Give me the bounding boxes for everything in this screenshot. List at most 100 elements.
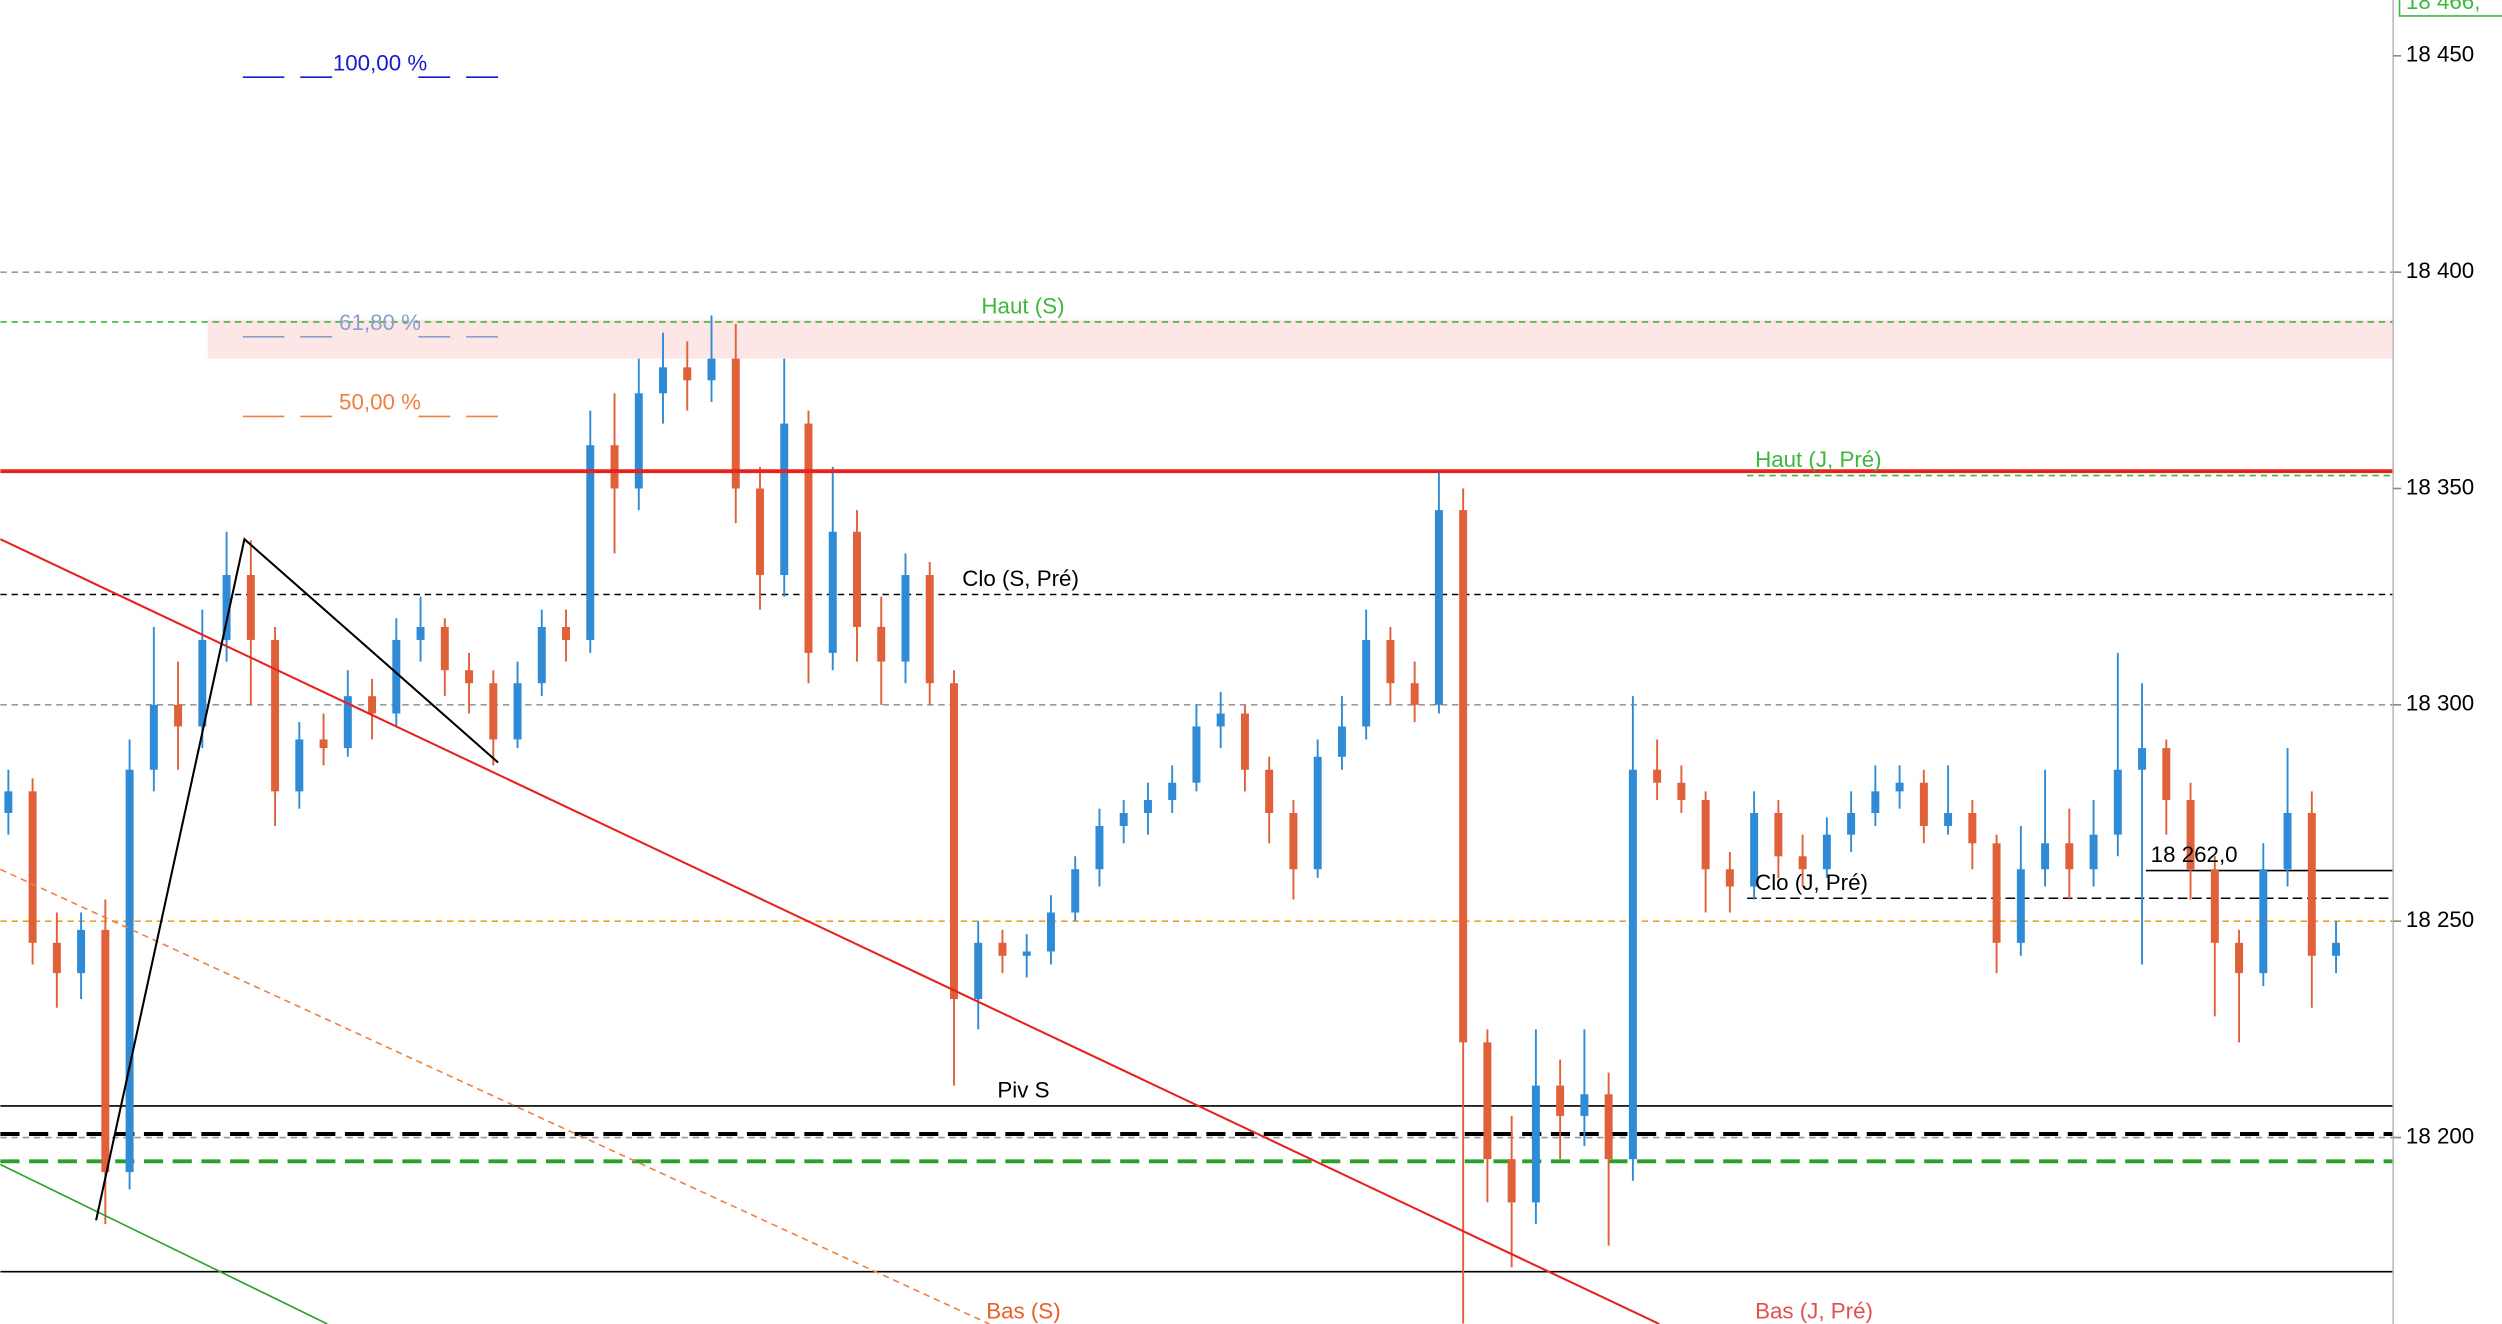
candle-body [1701, 800, 1710, 870]
candle-body [2089, 834, 2098, 870]
annotation: Bas (J, Pré) [1755, 1299, 1873, 1324]
candle-body [77, 929, 86, 974]
candle-body [1313, 756, 1322, 870]
candle-body [1822, 834, 1831, 870]
axis-labels: 18 450 18 400 18 350 18 300 18 250 18 200 [2393, 42, 2474, 1148]
candle-body [1847, 813, 1856, 835]
candle-body [222, 575, 231, 640]
candle-body [707, 358, 716, 381]
candle-body [2138, 748, 2147, 770]
candle-body [1774, 813, 1783, 857]
candle-body [1895, 782, 1904, 792]
candle-body [1022, 951, 1031, 956]
candle-body [1410, 683, 1419, 705]
candle-body [101, 929, 110, 1173]
zone [207, 319, 2394, 359]
candle-body [610, 445, 619, 489]
y-tick-label: 18 200 [2406, 1123, 2474, 1148]
level-label: 18 262,0 [2151, 842, 2238, 867]
trend-line [0, 868, 990, 1324]
candle-body [974, 942, 983, 1000]
price-box [2398, 0, 2502, 17]
trend-line [0, 1163, 328, 1324]
candle-body [1944, 813, 1953, 826]
candle-body [828, 531, 837, 653]
candle-body [1531, 1085, 1540, 1203]
candle-body [731, 358, 740, 489]
candle-body [1046, 912, 1055, 952]
drawings [0, 537, 1660, 1324]
candle-body [1265, 769, 1274, 814]
candle-body [1580, 1094, 1589, 1116]
candle-body [2041, 843, 2050, 870]
candle-body [1386, 639, 1395, 684]
candle-body [319, 739, 328, 749]
candle-body [2307, 813, 2316, 956]
candle-body [489, 683, 498, 740]
y-tick-label: 18 450 [2406, 42, 2474, 67]
candle-body [659, 367, 668, 394]
price-label: 18 466, [2406, 0, 2481, 14]
y-tick-label: 18 350 [2406, 474, 2474, 499]
candle-body [1992, 843, 2001, 943]
candle-body [2283, 813, 2292, 870]
candle-body [416, 626, 425, 640]
candle-body [1798, 856, 1807, 870]
candle-body [586, 445, 595, 640]
candles [4, 315, 2341, 1324]
candle-body [1337, 726, 1346, 757]
fib-label: 100,00 % [333, 50, 427, 75]
candle-body [1095, 825, 1104, 870]
candle-body [1483, 1042, 1492, 1160]
candle-body [1192, 726, 1201, 783]
trend-line [0, 538, 1660, 1324]
candle-body [1556, 1085, 1565, 1116]
candle-body [998, 942, 1007, 956]
candle-body [1750, 813, 1759, 887]
candle-body [1507, 1159, 1516, 1203]
candle-body [174, 704, 183, 727]
candle-body [780, 423, 789, 576]
candle-body [1362, 639, 1371, 727]
candle-body [1628, 769, 1637, 1160]
candle-body [537, 626, 546, 684]
candle-body [2065, 843, 2074, 870]
candle-body [149, 704, 158, 770]
level-label: Clo (J, Pré) [1755, 870, 1868, 895]
candle-body [1289, 813, 1298, 870]
candle-body [513, 683, 522, 740]
candle-body [2332, 942, 2341, 956]
annotation: Bas (S) [986, 1299, 1060, 1324]
candle-body [1725, 869, 1734, 887]
candle-body [1119, 813, 1128, 826]
candle-body [1677, 782, 1686, 801]
level-label: Haut (J, Pré) [1755, 447, 1882, 472]
candle-body [2162, 748, 2171, 801]
level-label: Clo (S, Pré) [962, 566, 1079, 591]
candle-body [246, 575, 255, 640]
candle-body [1240, 713, 1249, 770]
level-label: Piv S [997, 1077, 1049, 1102]
candle-body [1653, 769, 1662, 783]
candle-body [1168, 782, 1177, 801]
candle-body [52, 942, 61, 974]
candle-body [392, 639, 401, 714]
candle-body [901, 575, 910, 662]
candle-body [949, 683, 958, 1000]
candle-body [562, 626, 571, 640]
price-axis-panel [2393, 0, 2502, 1324]
y-tick-label: 18 250 [2406, 907, 2474, 932]
candle-body [125, 769, 134, 1173]
candle-body [271, 639, 280, 792]
candle-body [2235, 942, 2244, 974]
candle-body [28, 791, 37, 943]
level-label: Haut (S) [981, 293, 1064, 318]
candle-body [2016, 869, 2025, 943]
candle-body [1434, 510, 1443, 705]
candle-body [368, 696, 377, 714]
candle-body [440, 626, 449, 671]
candle-body [1919, 782, 1928, 826]
